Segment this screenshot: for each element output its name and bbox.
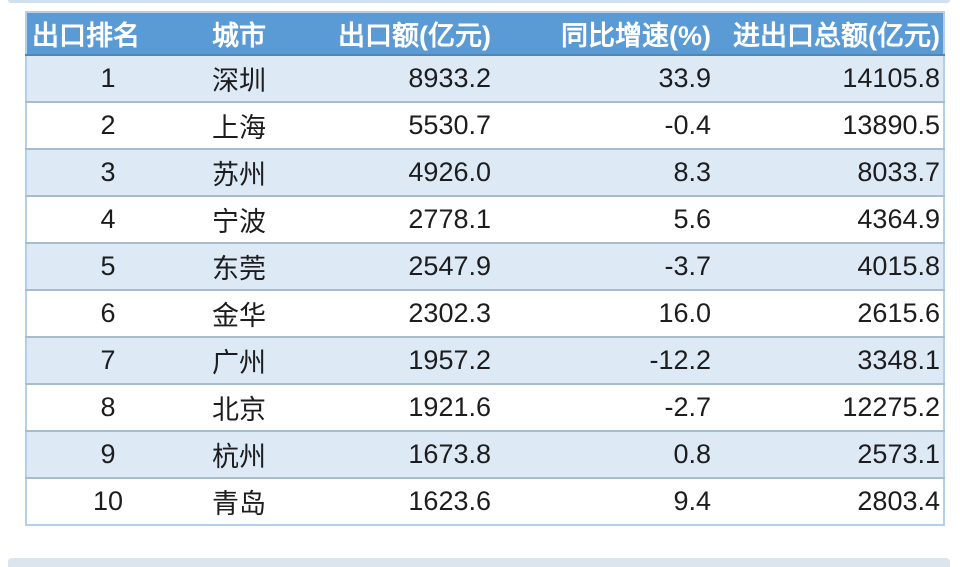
cell-city: 深圳 [212, 66, 266, 96]
table-row: 6 金华 2302.3 16.0 2615.6 [26, 289, 944, 337]
cell-yoy-growth: 16.0 [499, 289, 719, 337]
cell-city: 宁波 [189, 195, 289, 243]
col-header-export-value: 出口额(亿元) [289, 12, 499, 56]
cell-yoy-growth: 8.3 [499, 148, 719, 196]
cell-yoy-growth: -0.4 [499, 101, 719, 149]
table-row: 5 东莞 2547.9 -3.7 4015.8 [26, 242, 944, 290]
cell-total-trade: 2615.6 [719, 289, 944, 337]
cell-city: 广州 [189, 336, 289, 384]
cell-city: 苏州 [189, 148, 289, 196]
cell-total-trade: 14105.8 [842, 63, 940, 93]
cell-export-rank: 8 [26, 383, 189, 431]
col-header-export-rank: 出口排名 [26, 12, 189, 56]
cell-total-trade: 4015.8 [719, 242, 944, 290]
cell-export-value: 2302.3 [289, 289, 499, 337]
cell-yoy-growth: 0.8 [499, 430, 719, 478]
header-row: 出口排名 城市 出口额(亿元) 同比增速(%) 进出口总额(亿元) [26, 12, 944, 56]
cell-export-value: 8933.2 [408, 63, 491, 93]
cell-export-value: 1957.2 [289, 336, 499, 384]
cell-export-value: 2778.1 [289, 195, 499, 243]
table-row: 10 青岛 1623.6 9.4 2803.4 [26, 477, 944, 525]
cell-city: 杭州 [189, 430, 289, 478]
cell-city: 北京 [189, 383, 289, 431]
col-header-city: 城市 [189, 12, 289, 56]
cell-export-value: 1673.8 [289, 430, 499, 478]
cell-yoy-growth: -12.2 [499, 336, 719, 384]
table-row: 1 深圳 8933.2 33.9 14105.8 [26, 55, 944, 102]
cell-total-trade: 13890.5 [719, 101, 944, 149]
cell-export-rank: 4 [26, 195, 189, 243]
cell-city: 金华 [189, 289, 289, 337]
cell-city: 青岛 [189, 477, 289, 525]
col-header-yoy-growth: 同比增速(%) [499, 12, 719, 56]
cell-yoy-growth: 5.6 [499, 195, 719, 243]
col-header-total-trade: 进出口总额(亿元) [719, 12, 944, 56]
cell-export-value: 2547.9 [289, 242, 499, 290]
cell-export-rank: 7 [26, 336, 189, 384]
cell-yoy-growth: 9.4 [499, 477, 719, 525]
cell-city: 上海 [189, 101, 289, 149]
cell-export-value: 1921.6 [289, 383, 499, 431]
cell-total-trade: 2803.4 [719, 477, 944, 525]
cell-total-trade: 4364.9 [719, 195, 944, 243]
cell-export-rank: 1 [100, 63, 116, 93]
cell-export-value: 1623.6 [289, 477, 499, 525]
table-body: 1 深圳 8933.2 33.9 14105.8 2 上海 5530.7 -0.4 13890.5… [26, 55, 944, 525]
cell-export-rank: 10 [26, 477, 189, 525]
cell-total-trade: 2573.1 [719, 430, 944, 478]
cell-export-rank: 5 [26, 242, 189, 290]
cell-export-rank: 9 [26, 430, 189, 478]
cell-yoy-growth: -3.7 [499, 242, 719, 290]
table-row: 4 宁波 2778.1 5.6 4364.9 [26, 195, 944, 243]
table-row: 7 广州 1957.2 -12.2 3348.1 [26, 336, 944, 384]
cell-yoy-growth: 33.9 [658, 63, 711, 93]
top-edge-strip [8, 0, 950, 3]
cell-city: 东莞 [189, 242, 289, 290]
cell-export-value: 4926.0 [289, 148, 499, 196]
cell-total-trade: 12275.2 [719, 383, 944, 431]
table-row: 9 杭州 1673.8 0.8 2573.1 [26, 430, 944, 478]
table-row: 3 苏州 4926.0 8.3 8033.7 [26, 148, 944, 196]
cell-export-value: 5530.7 [289, 101, 499, 149]
cell-export-rank: 2 [26, 101, 189, 149]
cell-export-rank: 6 [26, 289, 189, 337]
cell-total-trade: 3348.1 [719, 336, 944, 384]
cell-total-trade: 8033.7 [719, 148, 944, 196]
bottom-edge-strip [8, 558, 950, 567]
cell-yoy-growth: -2.7 [499, 383, 719, 431]
table-row: 8 北京 1921.6 -2.7 12275.2 [26, 383, 944, 431]
table-row: 2 上海 5530.7 -0.4 13890.5 [26, 101, 944, 149]
city-export-table: 出口排名 城市 出口额(亿元) 同比增速(%) 进出口总额(亿元) 1 深圳 893… [25, 11, 945, 526]
cell-export-rank: 3 [26, 148, 189, 196]
